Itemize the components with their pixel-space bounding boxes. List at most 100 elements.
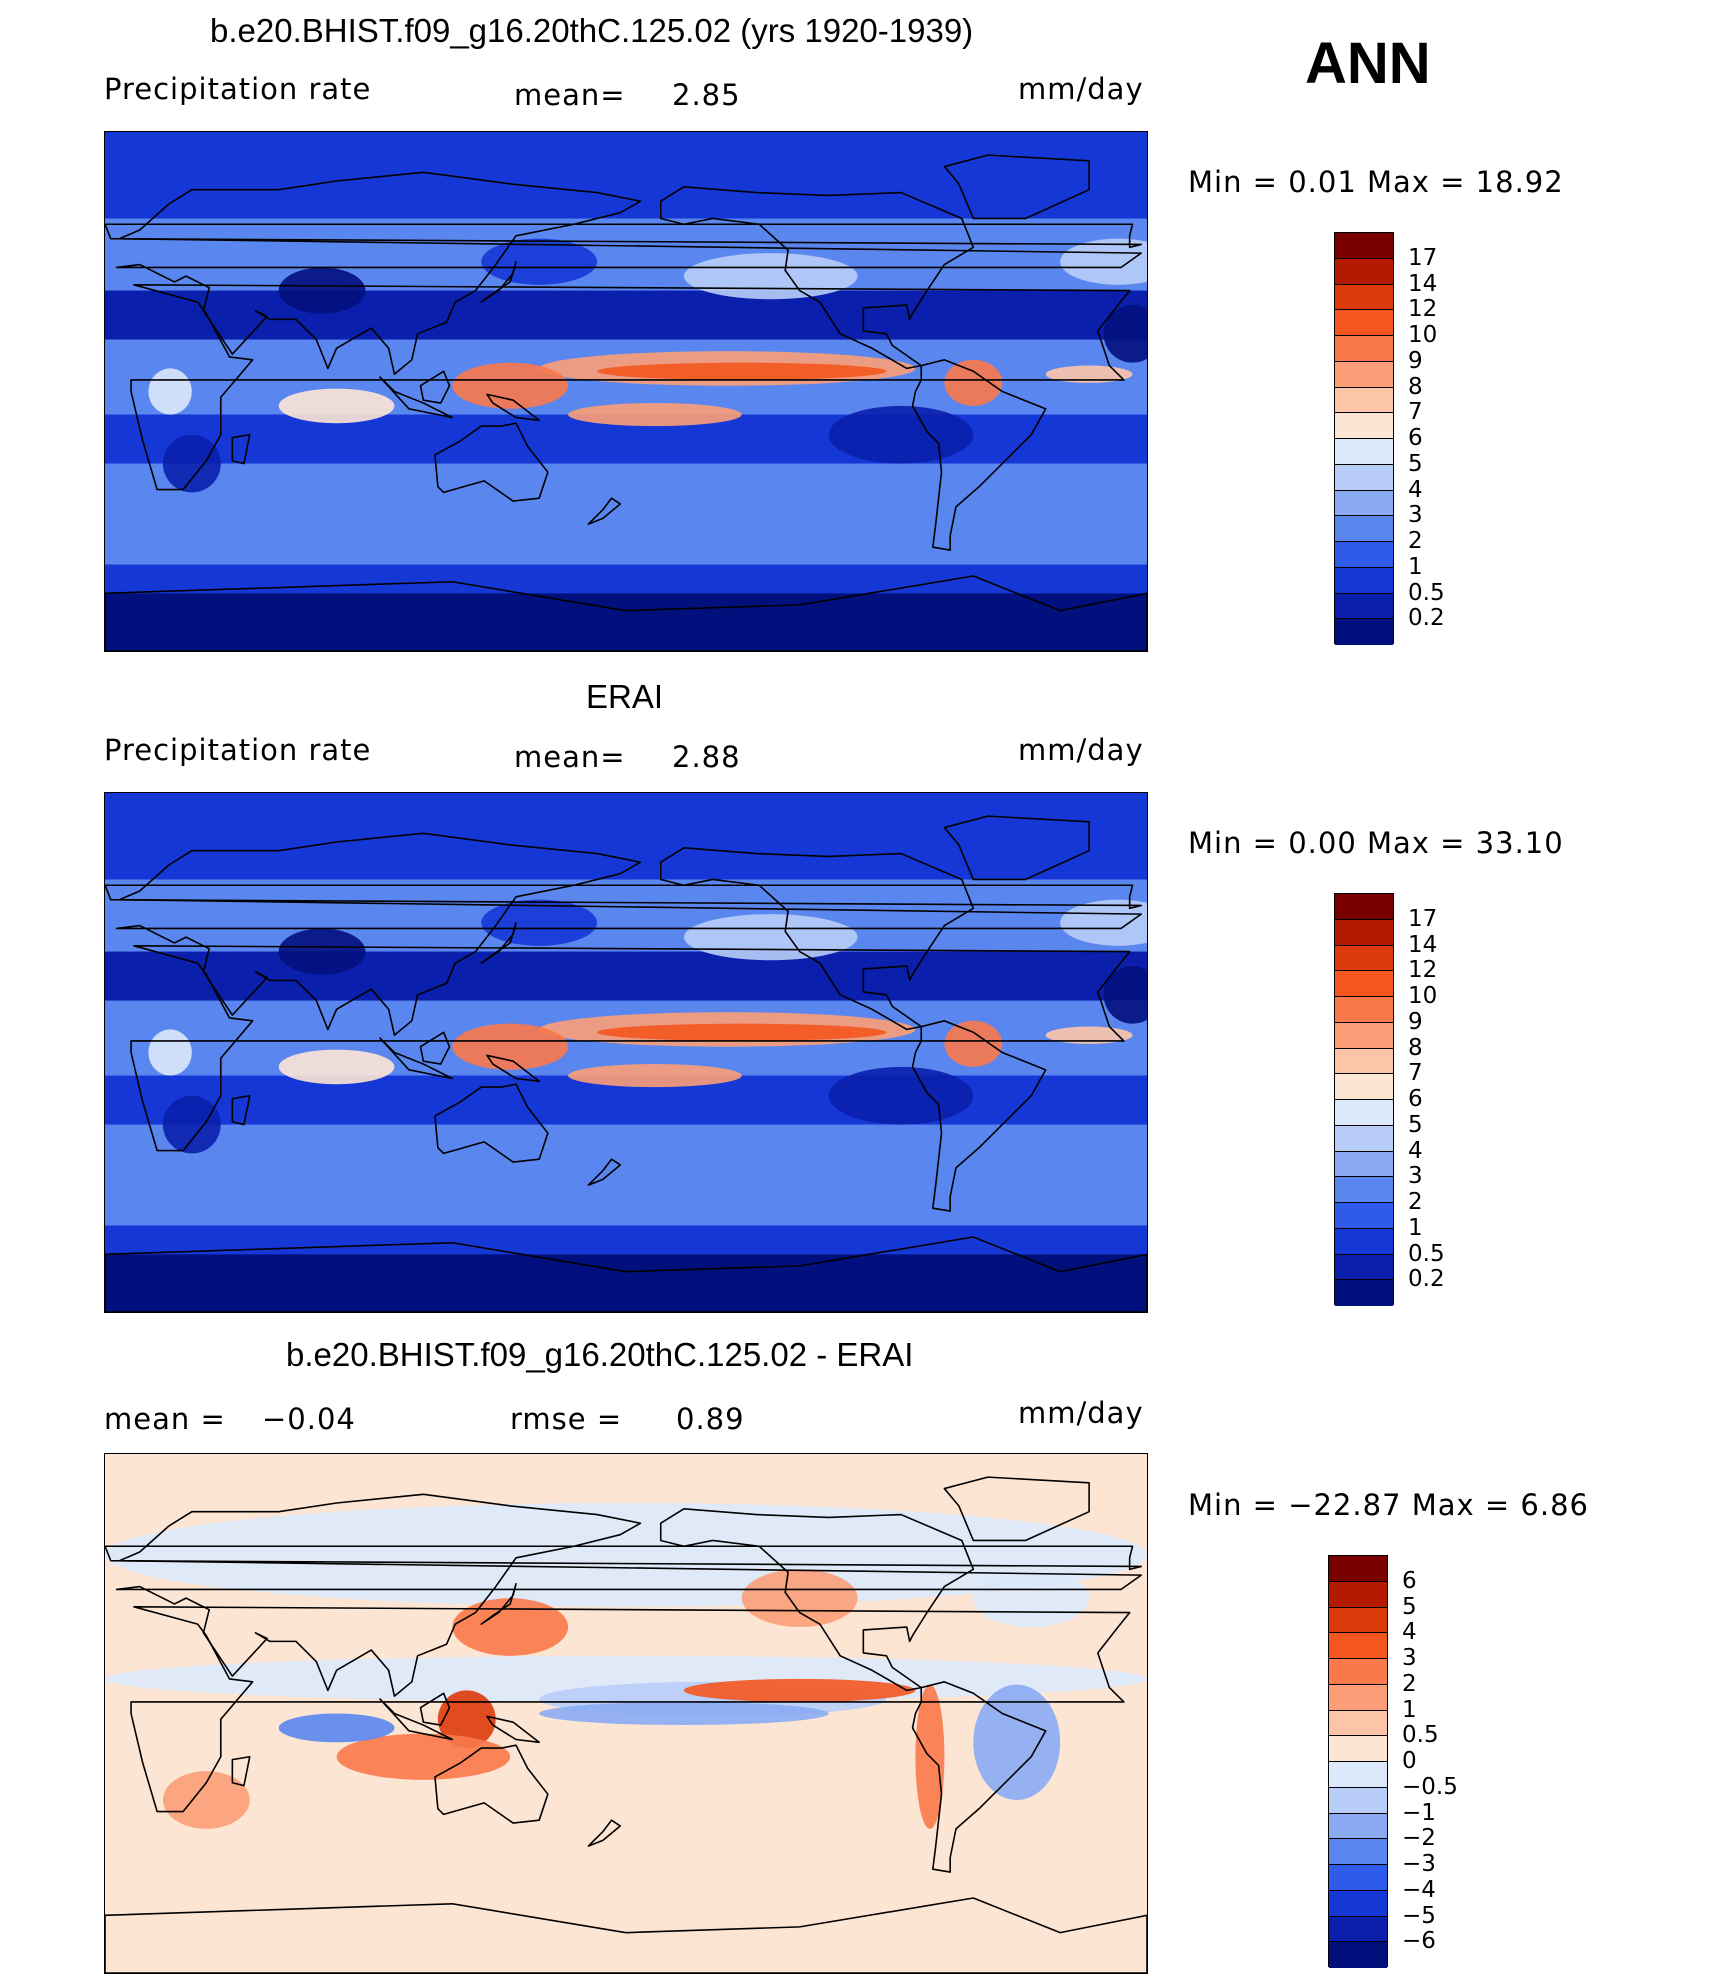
colorbar-swatch [1335, 310, 1393, 336]
colorbar-tick-label: 6 [1402, 1567, 1417, 1594]
colorbar-swatch [1335, 1228, 1393, 1255]
colorbar-swatch [1335, 490, 1393, 517]
colorbar-tick-label: 14 [1408, 270, 1438, 297]
colorbar-tick-label: 0.5 [1402, 1722, 1439, 1749]
colorbar-swatch [1335, 567, 1393, 594]
panel3-mean-value: −0.04 [262, 1402, 356, 1436]
colorbar-tick-label: −3 [1402, 1851, 1436, 1877]
panel2-mean-value: 2.88 [672, 740, 741, 774]
colorbar-swatch [1335, 1048, 1393, 1075]
colorbar-tick-label: 0 [1402, 1748, 1417, 1774]
panel1-units: mm/day [1018, 72, 1144, 106]
colorbar-swatch [1329, 1736, 1387, 1762]
colorbar-tick-label: 7 [1408, 399, 1423, 426]
colorbar-tick-label: 6 [1408, 1086, 1423, 1112]
colorbar-swatch [1335, 619, 1393, 645]
panel1-map-svg [105, 132, 1147, 651]
colorbar-swatch [1329, 1787, 1387, 1814]
colorbar-swatch [1335, 1254, 1393, 1281]
colorbar-swatch [1335, 997, 1393, 1023]
colorbar-tick-label: 9 [1408, 1008, 1423, 1035]
panel3-min-max: Min = −22.87 Max = 6.86 [1188, 1488, 1589, 1522]
panel3-units: mm/day [1018, 1396, 1144, 1430]
panel2-mean-label: mean= [514, 740, 626, 774]
colorbar-tick-label: 1 [1408, 553, 1423, 580]
colorbar-swatch [1335, 593, 1393, 620]
colorbar-swatch [1335, 516, 1393, 542]
colorbar-tick-label: 3 [1402, 1645, 1417, 1671]
colorbar-tick-label: 0.2 [1408, 1266, 1445, 1293]
colorbar-tick-label: −5 [1402, 1902, 1436, 1929]
panel3-mean-label: mean = [104, 1402, 226, 1436]
panel1-mean-value: 2.85 [672, 78, 741, 112]
colorbar-tick-label: −0.5 [1402, 1773, 1458, 1800]
colorbar-swatch [1329, 1762, 1387, 1788]
colorbar-tick-label: 0.5 [1408, 1240, 1445, 1267]
colorbar-swatch [1335, 387, 1393, 414]
colorbar-swatch [1335, 1280, 1393, 1306]
colorbar-tick-label: 0.5 [1408, 579, 1445, 606]
colorbar-swatch [1335, 919, 1393, 946]
colorbar-tick-label: 2 [1402, 1670, 1417, 1697]
colorbar-tick-label: −1 [1402, 1799, 1436, 1826]
colorbar-tick-label: 4 [1408, 1137, 1423, 1164]
colorbar-swatch [1329, 1942, 1387, 1968]
colorbar-swatch [1335, 1177, 1393, 1203]
colorbar-tick-label: 8 [1408, 1034, 1423, 1061]
panel2-min-max: Min = 0.00 Max = 33.10 [1188, 826, 1564, 860]
colorbar-tick-label: 2 [1408, 1189, 1423, 1215]
colorbar-tick-label: 4 [1408, 476, 1423, 503]
panel1-min-max: Min = 0.01 Max = 18.92 [1188, 165, 1564, 199]
colorbar-swatch [1335, 361, 1393, 388]
colorbar-tick-label: 12 [1408, 957, 1438, 984]
colorbar-swatch [1335, 439, 1393, 465]
panel3-map-svg [105, 1454, 1147, 1973]
colorbar-swatch [1335, 894, 1393, 920]
colorbar-tick-label: −6 [1402, 1928, 1436, 1955]
panel1-variable: Precipitation rate [104, 72, 372, 106]
colorbar-swatch [1329, 1581, 1387, 1608]
colorbar-tick-label: 2 [1408, 528, 1423, 554]
season-label: ANN [1305, 31, 1431, 96]
colorbar-swatch [1335, 1125, 1393, 1152]
colorbar-swatch [1329, 1890, 1387, 1917]
colorbar-swatch [1335, 1151, 1393, 1178]
colorbar-tick-label: 7 [1408, 1060, 1423, 1087]
colorbar-swatch [1335, 336, 1393, 362]
colorbar-swatch [1335, 233, 1393, 259]
colorbar-swatch [1335, 1022, 1393, 1049]
colorbar-tick-label: 5 [1408, 450, 1423, 477]
colorbar-tick-label: −4 [1402, 1876, 1436, 1903]
colorbar-swatch [1329, 1607, 1387, 1634]
panel3-rmse-label: rmse = [510, 1402, 623, 1436]
colorbar-swatch [1329, 1556, 1387, 1582]
colorbar-tick-label: 17 [1408, 905, 1438, 932]
colorbar-swatch [1329, 1916, 1387, 1943]
colorbar-swatch [1329, 1839, 1387, 1865]
colorbar-tick-label: 14 [1408, 931, 1438, 958]
panel2-title: ERAI [586, 678, 664, 715]
colorbar-tick-label: −2 [1402, 1825, 1436, 1852]
colorbar-swatch [1335, 413, 1393, 439]
colorbar-swatch [1335, 971, 1393, 997]
panel3-map [104, 1453, 1148, 1974]
panel2-map [104, 792, 1148, 1313]
colorbar-tick-label: 3 [1408, 502, 1423, 529]
panel3-rmse-value: 0.89 [676, 1402, 745, 1436]
colorbar-swatch [1329, 1659, 1387, 1685]
panel2-map-svg [105, 793, 1147, 1312]
colorbar-swatch [1335, 1100, 1393, 1126]
panel2-colorbar [1334, 893, 1394, 1306]
panel1-title: b.e20.BHIST.f09_g16.20thC.125.02 (yrs 19… [210, 12, 974, 49]
colorbar-swatch [1329, 1813, 1387, 1840]
colorbar-swatch [1335, 945, 1393, 972]
panel1-colorbar [1334, 232, 1394, 645]
colorbar-swatch [1329, 1684, 1387, 1711]
colorbar-tick-label: 12 [1408, 296, 1438, 323]
colorbar-tick-label: 10 [1408, 322, 1438, 348]
colorbar-swatch [1335, 464, 1393, 491]
colorbar-tick-label: 3 [1408, 1163, 1423, 1190]
panel2-variable: Precipitation rate [104, 733, 372, 767]
colorbar-tick-label: 17 [1408, 244, 1438, 271]
panel2-units: mm/day [1018, 733, 1144, 767]
